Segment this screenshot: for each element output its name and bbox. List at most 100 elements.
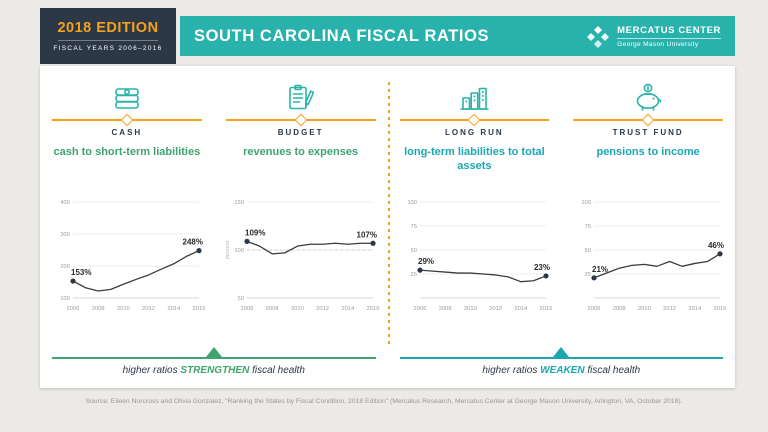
svg-text:2010: 2010: [638, 306, 651, 312]
svg-text:150: 150: [234, 200, 244, 206]
panel-category: TRUST FUND: [612, 128, 684, 137]
svg-text:2008: 2008: [613, 306, 626, 312]
svg-text:100: 100: [408, 200, 418, 206]
badge-divider: [58, 40, 158, 41]
logo-subtitle: George Mason University: [617, 40, 699, 48]
svg-text:2012: 2012: [142, 306, 155, 312]
title-banner: SOUTH CAROLINA FISCAL RATIOS MERCATUS CE…: [180, 16, 735, 56]
svg-text:100: 100: [60, 296, 70, 302]
svg-text:2016: 2016: [192, 306, 205, 312]
caption-prefix: higher ratios: [122, 365, 181, 376]
svg-text:50: 50: [237, 296, 243, 302]
svg-text:75: 75: [411, 224, 417, 230]
weaken-ribbon: higher ratios WEAKEN fiscal health: [398, 347, 726, 388]
svg-text:2014: 2014: [167, 306, 181, 312]
buildings-icon: [388, 80, 562, 112]
caption-emphasis: WEAKEN: [540, 365, 585, 376]
svg-text:2010: 2010: [117, 306, 130, 312]
panel-budget: BUDGET revenues to expenses 50 100 150 2006…: [214, 66, 388, 348]
svg-text:2008: 2008: [92, 306, 105, 312]
svg-text:300: 300: [60, 232, 70, 238]
infographic-card: CASH cash to short-term liabilities 100 2…: [40, 66, 735, 388]
svg-text:2014: 2014: [515, 306, 529, 312]
piggy-bank-icon: [561, 80, 735, 112]
panel-title: long-term liabilities to total assets: [404, 146, 545, 172]
svg-text:29%: 29%: [418, 257, 434, 266]
source-citation: Source: Eileen Norcross and Olivia Gonza…: [85, 398, 683, 405]
clipboard-pencil-icon: [214, 80, 388, 112]
rule-diamond-icon: [468, 113, 481, 127]
svg-text:109%: 109%: [245, 228, 265, 237]
svg-text:2008: 2008: [265, 306, 278, 312]
caption-suffix: fiscal health: [249, 365, 305, 376]
rule-diamond-icon: [294, 113, 307, 127]
svg-text:2006: 2006: [588, 306, 601, 312]
caption-emphasis: STRENGTHEN: [180, 365, 250, 376]
mercatus-diamond-icon: [587, 26, 610, 48]
panel-rule: [225, 113, 376, 127]
line-chart-budget: 50 100 150 2006 2008 2010 2012 2014 2016 percent 1…: [225, 200, 379, 312]
line-chart-trust-fund: 25 50 75 100 2006 2008 2010 2012 2014 2016 21% 46%: [581, 200, 727, 312]
mercatus-logo: MERCATUS CENTER George Mason University: [586, 24, 721, 48]
line-chart-long-run: 25 50 75 100 2006 2008 2010 2012 2014 2016 29% 23%: [408, 200, 553, 312]
svg-text:2008: 2008: [439, 306, 452, 312]
panel-category: LONG RUN: [445, 128, 504, 137]
svg-text:46%: 46%: [708, 241, 724, 250]
panel-rule: [52, 113, 202, 127]
strengthen-caption: higher ratios STRENGTHEN fiscal health: [50, 365, 378, 376]
strengthen-half: CASH cash to short-term liabilities 100 2…: [40, 66, 388, 348]
svg-text:2016: 2016: [714, 306, 727, 312]
peak-triangle-icon: [205, 347, 222, 357]
svg-text:23%: 23%: [534, 263, 550, 272]
svg-text:50: 50: [411, 248, 417, 254]
weaken-half: LONG RUN long-term liabilities to total …: [388, 66, 736, 348]
svg-text:200: 200: [60, 264, 70, 270]
edition-title: 2018 EDITION: [57, 20, 159, 36]
fiscal-years-label: FISCAL YEARS 2006–2016: [53, 45, 163, 52]
svg-text:percent: percent: [225, 240, 231, 260]
panel-category: BUDGET: [277, 128, 324, 137]
svg-text:2006: 2006: [240, 306, 253, 312]
rule-diamond-icon: [120, 113, 134, 127]
logo-text: MERCATUS CENTER George Mason University: [617, 25, 721, 48]
svg-text:75: 75: [585, 224, 591, 230]
svg-text:2012: 2012: [490, 306, 503, 312]
svg-text:107%: 107%: [356, 230, 376, 239]
strengthen-ribbon: higher ratios STRENGTHEN fiscal health: [50, 347, 378, 388]
rule-diamond-icon: [641, 113, 655, 127]
svg-text:2012: 2012: [316, 306, 329, 312]
footer-ribbons: higher ratios STRENGTHEN fiscal health h…: [40, 347, 735, 388]
logo-name: MERCATUS CENTER: [617, 25, 721, 39]
svg-text:248%: 248%: [182, 238, 202, 247]
svg-text:100: 100: [234, 248, 244, 254]
svg-text:25: 25: [585, 272, 591, 278]
page-title: SOUTH CAROLINA FISCAL RATIOS: [194, 26, 490, 45]
caption-prefix: higher ratios: [482, 365, 541, 376]
svg-text:21%: 21%: [592, 265, 608, 274]
ribbon-line: [399, 357, 723, 359]
svg-text:100: 100: [581, 200, 591, 206]
svg-text:2010: 2010: [464, 306, 477, 312]
svg-text:25: 25: [411, 272, 417, 278]
panel-long-run: LONG RUN long-term liabilities to total …: [388, 66, 562, 348]
svg-text:2006: 2006: [414, 306, 427, 312]
chart-panels: CASH cash to short-term liabilities 100 2…: [40, 66, 735, 348]
panel-rule: [573, 113, 723, 127]
caption-suffix: fiscal health: [584, 365, 641, 376]
ribbon-line: [52, 357, 376, 359]
svg-text:2012: 2012: [663, 306, 676, 312]
svg-text:400: 400: [60, 200, 70, 206]
money-icon: [40, 80, 214, 112]
svg-text:2014: 2014: [688, 306, 702, 312]
panel-rule: [399, 113, 550, 127]
panel-title: revenues to expenses: [243, 146, 359, 158]
panel-cash: CASH cash to short-term liabilities 100 2…: [40, 66, 214, 348]
weaken-caption: higher ratios WEAKEN fiscal health: [398, 365, 726, 376]
edition-badge: 2018 EDITION FISCAL YEARS 2006–2016: [40, 8, 176, 64]
svg-text:2016: 2016: [540, 306, 553, 312]
dashed-divider: [387, 82, 390, 346]
svg-text:153%: 153%: [71, 268, 91, 277]
svg-text:2016: 2016: [366, 306, 379, 312]
peak-triangle-icon: [553, 347, 570, 357]
svg-text:2010: 2010: [291, 306, 304, 312]
